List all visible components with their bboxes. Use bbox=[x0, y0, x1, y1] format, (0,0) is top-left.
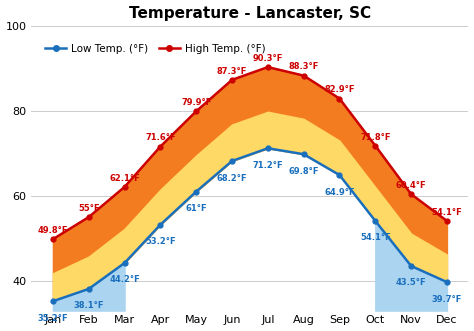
Text: 39.7°F: 39.7°F bbox=[432, 295, 462, 304]
Text: 64.9°F: 64.9°F bbox=[324, 188, 355, 197]
Text: 90.3°F: 90.3°F bbox=[253, 54, 283, 63]
Text: 49.8°F: 49.8°F bbox=[37, 226, 68, 235]
Text: 71.8°F: 71.8°F bbox=[360, 132, 391, 142]
Text: 71.2°F: 71.2°F bbox=[253, 161, 283, 170]
Text: 88.3°F: 88.3°F bbox=[289, 63, 319, 71]
Text: 53.2°F: 53.2°F bbox=[145, 237, 176, 246]
Text: 38.1°F: 38.1°F bbox=[73, 302, 104, 310]
Text: 54.1°F: 54.1°F bbox=[431, 208, 462, 217]
Text: 43.5°F: 43.5°F bbox=[396, 278, 427, 287]
Text: 44.2°F: 44.2°F bbox=[109, 275, 140, 284]
Text: 35.2°F: 35.2°F bbox=[37, 314, 68, 323]
Text: 55°F: 55°F bbox=[78, 204, 100, 213]
Text: 71.6°F: 71.6°F bbox=[145, 133, 176, 142]
Title: Temperature - Lancaster, SC: Temperature - Lancaster, SC bbox=[129, 6, 371, 21]
Legend: Low Temp. (°F), High Temp. (°F): Low Temp. (°F), High Temp. (°F) bbox=[41, 40, 270, 58]
Text: 87.3°F: 87.3°F bbox=[217, 67, 247, 76]
Text: 60.4°F: 60.4°F bbox=[396, 181, 427, 190]
Text: 79.9°F: 79.9°F bbox=[181, 98, 211, 107]
Text: 68.2°F: 68.2°F bbox=[217, 173, 247, 182]
Text: 69.8°F: 69.8°F bbox=[288, 167, 319, 176]
Text: 62.1°F: 62.1°F bbox=[109, 174, 140, 183]
Text: 61°F: 61°F bbox=[185, 204, 207, 213]
Text: 54.1°F: 54.1°F bbox=[360, 233, 391, 242]
Text: 82.9°F: 82.9°F bbox=[324, 85, 355, 94]
